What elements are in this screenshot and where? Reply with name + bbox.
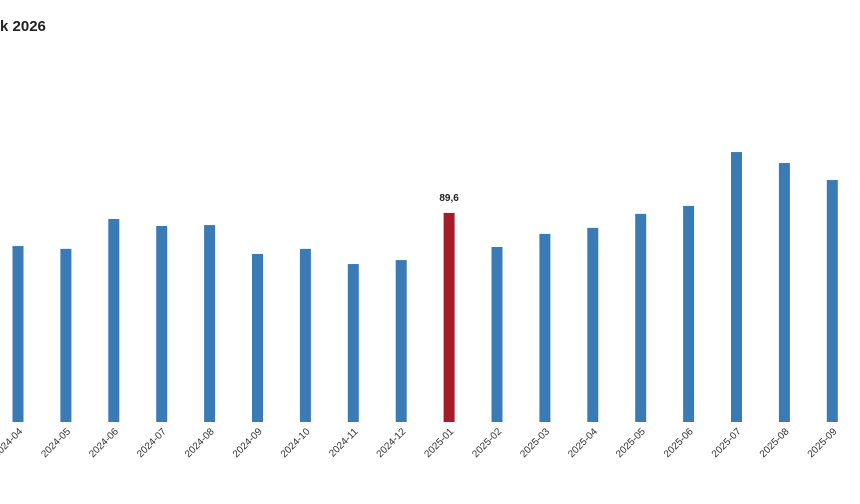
x-tick-label: 2024-06 <box>87 426 121 460</box>
x-tick-label: 2025-08 <box>758 426 792 460</box>
x-tick-label: 2025-09 <box>806 426 840 460</box>
bar <box>347 264 359 422</box>
bar <box>731 152 742 423</box>
bar <box>204 225 216 422</box>
bar <box>395 260 407 422</box>
x-tick-label: 2025-01 <box>422 426 456 460</box>
x-tick-label: 2025-05 <box>614 426 648 460</box>
x-tick-label: 2024-12 <box>375 426 409 460</box>
x-tick-label: 2024-09 <box>231 426 265 460</box>
bar <box>826 180 838 422</box>
bar <box>252 254 263 422</box>
bar <box>108 219 120 422</box>
x-tick-label: 2024-05 <box>39 426 73 460</box>
x-tick-label: 2025-07 <box>710 426 744 460</box>
bar <box>443 212 455 422</box>
x-tick-label: 2024-10 <box>279 426 313 460</box>
x-tick-label: 2024-08 <box>183 426 217 460</box>
bar <box>683 205 695 422</box>
bar <box>491 247 503 422</box>
chart-title: k 2026 <box>0 18 46 35</box>
data-label: 89,6 <box>439 193 459 204</box>
x-tick-label: 2024-11 <box>327 426 361 460</box>
bar <box>156 226 168 422</box>
x-tick-label: 2025-02 <box>470 426 504 460</box>
x-tick-label: 2025-06 <box>662 426 696 460</box>
bar <box>778 163 790 422</box>
x-tick-label: 2024-07 <box>135 426 169 460</box>
x-tick-label: 2025-03 <box>518 426 552 460</box>
bar <box>12 246 24 422</box>
bar <box>539 233 551 422</box>
bar <box>299 248 311 422</box>
bar <box>635 213 647 422</box>
bar <box>60 248 72 422</box>
x-tick-label: 2024-04 <box>0 426 25 460</box>
x-tick-label: 2025-04 <box>566 426 600 460</box>
bar <box>587 227 599 422</box>
